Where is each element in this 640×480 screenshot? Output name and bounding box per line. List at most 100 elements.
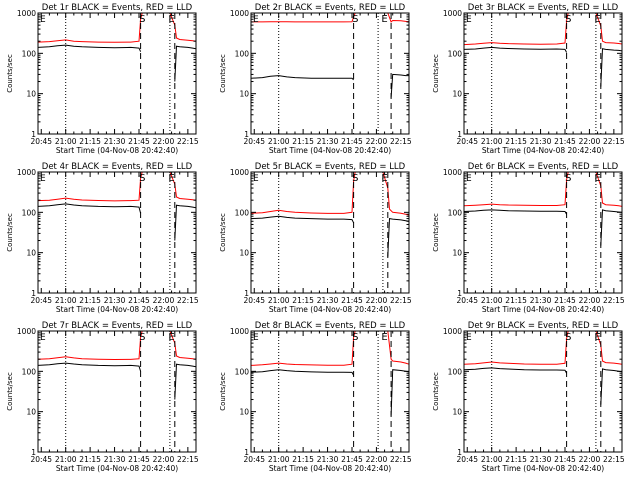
- panel-title: Det 4r BLACK = Events, RED = LLD: [42, 162, 193, 172]
- x-tick-label: 22:15: [177, 296, 199, 305]
- corner-mark: E: [466, 15, 472, 25]
- x-tick-label: 22:00: [153, 296, 175, 305]
- x-tick-label: 22:15: [603, 455, 625, 464]
- x-tick-label: 21:00: [55, 455, 77, 464]
- y-tick-label: 10: [239, 249, 249, 258]
- y-tick-label: 1: [31, 448, 36, 457]
- x-tick-label: 20:45: [456, 137, 478, 146]
- x-axis-label: Start Time (04-Nov-08 20:42:40): [56, 146, 178, 155]
- y-axis-label: Counts/sec: [219, 54, 227, 93]
- y-tick-label: 1: [244, 448, 249, 457]
- x-tick-label: 21:15: [505, 137, 527, 146]
- x-tick-label: 20:45: [30, 455, 52, 464]
- series-line-events: [463, 46, 623, 87]
- y-axis-label: Counts/sec: [6, 54, 14, 93]
- series-line-events: [37, 203, 197, 241]
- x-tick-label: 21:15: [505, 296, 527, 305]
- flag-e-label: E: [381, 14, 387, 25]
- y-tick-label: 10: [452, 90, 462, 99]
- flag-e-label: E: [594, 332, 600, 343]
- panel-7: 1 10 100 1000 20:45 21:00 21:15 21:30 21:45 22:00…: [6, 321, 199, 473]
- flag-e-label: E: [168, 14, 174, 25]
- x-tick-label: 22:15: [177, 137, 199, 146]
- panel-title: Det 7r BLACK = Events, RED = LLD: [42, 321, 193, 331]
- plot-frame: [37, 330, 197, 453]
- x-tick-label: 22:15: [177, 455, 199, 464]
- corner-mark: E: [253, 174, 259, 184]
- x-tick-label: 21:00: [268, 296, 290, 305]
- x-tick-label: 21:45: [554, 137, 576, 146]
- x-tick-label: 21:00: [268, 137, 290, 146]
- y-tick-label: 1: [244, 289, 249, 298]
- x-tick-label: 21:00: [481, 137, 503, 146]
- x-axis-label: Start Time (04-Nov-08 20:42:40): [269, 464, 391, 473]
- plot-frame: [250, 330, 410, 453]
- y-axis-label: Counts/sec: [219, 213, 227, 252]
- panel-5: 1 10 100 1000 20:45 21:00 21:15 21:30 21:45 22:00…: [219, 162, 412, 314]
- x-tick-label: 22:15: [390, 296, 412, 305]
- y-tick-label: 1000: [230, 168, 249, 177]
- y-tick-label: 1000: [230, 327, 249, 336]
- series-line-events: [250, 215, 410, 257]
- x-tick-label: 22:00: [579, 137, 601, 146]
- plot-frame: [463, 330, 623, 453]
- x-axis-label: Start Time (04-Nov-08 20:42:40): [269, 305, 391, 314]
- x-tick-label: 22:15: [603, 137, 625, 146]
- x-tick-label: 22:00: [153, 137, 175, 146]
- x-tick-label: 21:45: [341, 296, 363, 305]
- y-tick-label: 10: [26, 249, 36, 258]
- x-tick-label: 21:30: [104, 137, 126, 146]
- y-tick-label: 1: [244, 130, 249, 139]
- x-tick-label: 22:00: [366, 455, 388, 464]
- x-tick-label: 21:00: [55, 296, 77, 305]
- x-tick-label: 21:15: [292, 137, 314, 146]
- panel-9: 1 10 100 1000 20:45 21:00 21:15 21:30 21:45 22:00…: [432, 321, 625, 473]
- x-axis-label: Start Time (04-Nov-08 20:42:40): [269, 146, 391, 155]
- y-tick-label: 100: [235, 49, 250, 58]
- corner-mark: E: [466, 174, 472, 184]
- panel-8: 1 10 100 1000 20:45 21:00 21:15 21:30 21:45 22:00…: [219, 321, 412, 473]
- x-tick-label: 20:45: [243, 455, 265, 464]
- flag-e-label: E: [381, 332, 387, 343]
- x-tick-label: 21:30: [317, 296, 339, 305]
- x-tick-label: 22:15: [390, 137, 412, 146]
- panel-title: Det 6r BLACK = Events, RED = LLD: [468, 162, 619, 172]
- y-tick-label: 100: [22, 49, 37, 58]
- flag-e-label: E: [594, 14, 600, 25]
- panel-6: 1 10 100 1000 20:45 21:00 21:15 21:30 21:45 22:00…: [432, 162, 625, 314]
- corner-mark: E: [466, 333, 472, 343]
- plot-frame: [463, 171, 623, 294]
- panel-title: Det 3r BLACK = Events, RED = LLD: [468, 3, 619, 13]
- panel-1: 1 10 100 1000 20:45 21:00 21:15 21:30 21:45 22:00…: [6, 3, 199, 155]
- y-tick-label: 100: [22, 367, 37, 376]
- plot-frame: [250, 171, 410, 294]
- y-tick-label: 1: [457, 448, 462, 457]
- panel-title: Det 5r BLACK = Events, RED = LLD: [255, 162, 406, 172]
- x-tick-label: 22:15: [603, 296, 625, 305]
- series-line-events: [37, 362, 197, 400]
- y-axis-label: Counts/sec: [219, 372, 227, 411]
- y-tick-label: 100: [235, 208, 250, 217]
- y-tick-label: 1: [31, 130, 36, 139]
- panel-title: Det 8r BLACK = Events, RED = LLD: [255, 321, 406, 331]
- x-tick-label: 21:30: [530, 137, 552, 146]
- flag-s-label: S: [352, 14, 358, 25]
- x-tick-label: 22:00: [579, 455, 601, 464]
- corner-mark: E: [253, 15, 259, 25]
- panel-2: 1 10 100 1000 20:45 21:00 21:15 21:30 21:45 22:00…: [219, 3, 412, 155]
- y-tick-label: 1000: [443, 168, 462, 177]
- corner-mark: E: [40, 333, 46, 343]
- y-tick-label: 10: [239, 90, 249, 99]
- x-tick-label: 21:00: [481, 296, 503, 305]
- flag-e-label: E: [381, 173, 387, 184]
- y-axis-label: Counts/sec: [432, 372, 440, 411]
- series-line-events: [37, 44, 197, 82]
- y-tick-label: 1: [457, 289, 462, 298]
- corner-mark: E: [40, 174, 46, 184]
- flag-s-label: S: [139, 332, 145, 343]
- y-tick-label: 10: [239, 408, 249, 417]
- plot-frame: [463, 12, 623, 135]
- y-tick-label: 100: [448, 367, 463, 376]
- x-tick-label: 21:15: [292, 296, 314, 305]
